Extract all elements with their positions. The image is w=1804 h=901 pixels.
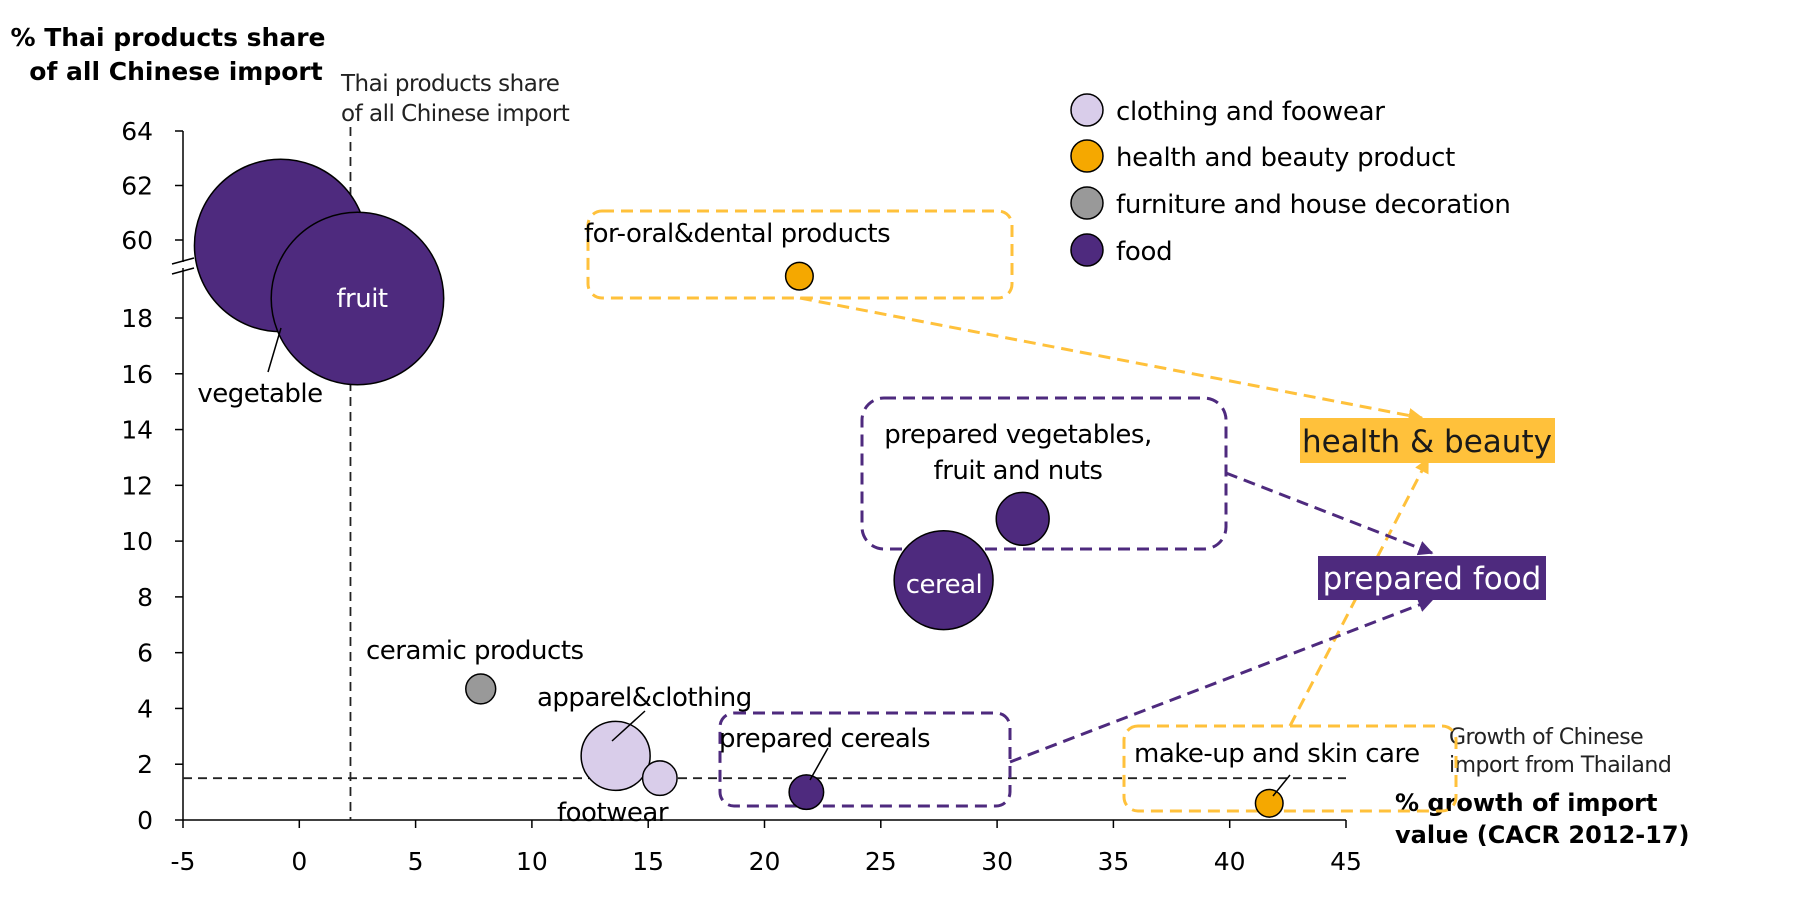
reference-vertical-label-line2: of all Chinese import [341,101,570,127]
label-ceramic: ceramic products [366,636,584,666]
legend-swatch-furniture [1070,186,1104,220]
y-axis-break-mark [171,267,195,275]
x-tick-label: 0 [291,847,307,876]
leader-prep-cereals [809,747,829,781]
legend-swatch-clothing [1070,93,1104,127]
y-tick-label: 12 [121,471,153,500]
x-tick-label: 40 [1214,847,1246,876]
leader-apparel [611,710,646,742]
label-cereal: cereal [906,570,983,600]
legend: clothing and foowear health and beauty p… [1070,93,1511,267]
group-box-oral [586,209,1014,300]
arrow-oral-to-health [799,296,1424,423]
label-footwear: footwear [557,798,669,828]
legend-item-furniture: furniture and house decoration [1070,186,1511,220]
legend-label-health: health and beauty product [1116,143,1455,173]
reference-vertical-label-line1: Thai products share [340,71,559,97]
arrow-prepveg-to-food [1225,471,1434,556]
label-fruit: fruit [336,284,388,314]
y-tick-label: 0 [137,806,153,835]
x-axis-title-line1: % growth of import [1395,789,1658,817]
group-label-health-beauty: health & beauty [1300,418,1555,463]
bubble-footwear [641,760,678,797]
x-tick-label: 30 [981,847,1013,876]
label-prepared-veg-line2: fruit and nuts [934,456,1103,486]
x-tick-label: 45 [1330,847,1362,876]
y-tick-label: 2 [137,750,153,779]
x-tick-label: 5 [408,847,424,876]
y-axis-title-line1: % Thai products share [10,23,325,52]
y-tick-label: 8 [137,583,153,612]
arrow-makeup-to-health [1288,457,1430,727]
axes: -5 0 5 10 15 20 25 30 35 40 45 0 2 4 6 8 10 12 14 16 18 60 62 6… [121,117,1362,876]
legend-swatch-food [1070,233,1104,267]
bubble-cereal [893,529,994,631]
x-tick-label: 20 [749,847,781,876]
y-tick-label: 64 [121,117,153,146]
legend-item-food: food [1070,233,1173,267]
y-tick-label: 6 [137,639,153,668]
bubble-apparel-clothing [580,720,651,792]
group-label-health-beauty-text: health & beauty [1302,424,1552,460]
bubble-prepared-cereals [788,774,825,811]
label-prepared-veg-line1: prepared vegetables, [884,420,1151,450]
leader-makeup [1272,774,1291,797]
y-tick-label: 16 [121,360,153,389]
y-tick-label: 60 [121,226,153,255]
y-axis-break-mark [171,257,195,265]
x-tick-label: -5 [171,847,196,876]
group-label-health-beauty-bg [1300,418,1555,463]
bubble-fruit [270,211,445,386]
label-apparel: apparel&clothing [537,683,752,713]
group-label-prepared-food-bg [1318,556,1546,600]
reference-horizontal-label-line2: import from Thailand [1449,753,1671,778]
bubbles [193,158,1284,818]
legend-item-health: health and beauty product [1070,139,1455,173]
group-label-prepared-food: prepared food [1318,556,1546,600]
legend-item-clothing: clothing and foowear [1070,93,1386,127]
label-prepared-cereals: prepared cereals [719,724,930,754]
legend-label-clothing: clothing and foowear [1116,97,1385,127]
y-tick-label: 4 [137,694,153,723]
x-tick-label: 35 [1097,847,1129,876]
leader-vegetable [267,327,282,373]
bubble-prepared-vegetables-fruit-and-nuts [995,491,1050,546]
group-label-prepared-food-text: prepared food [1323,561,1542,597]
x-tick-label: 15 [632,847,664,876]
bubble-make-up-and-skin-care [1254,788,1284,818]
y-tick-label: 14 [121,416,153,445]
y-tick-label: 10 [121,527,153,556]
bubble-for-oral-dental-products [784,261,814,291]
group-box-prepared-cereals [718,711,1012,808]
reference-horizontal-label-line1: Growth of Chinese [1449,725,1643,750]
legend-label-furniture: furniture and house decoration [1116,190,1511,220]
label-oral-dental: for-oral&dental products [584,219,890,249]
x-tick-label: 25 [865,847,897,876]
x-tick-label: 10 [516,847,548,876]
x-axis-title-line2: value (CACR 2012-17) [1395,821,1690,849]
y-tick-label: 18 [121,304,153,333]
legend-label-food: food [1116,237,1172,267]
legend-swatch-health [1070,139,1104,173]
y-axis-title-line2: of all Chinese import [29,57,322,86]
label-vegetable: vegetable [197,379,322,409]
bubble-ceramic-products [465,673,497,705]
label-makeup: make-up and skin care [1134,739,1420,769]
arrow-prepcereals-to-food [1009,597,1434,764]
y-tick-label: 62 [121,172,153,201]
